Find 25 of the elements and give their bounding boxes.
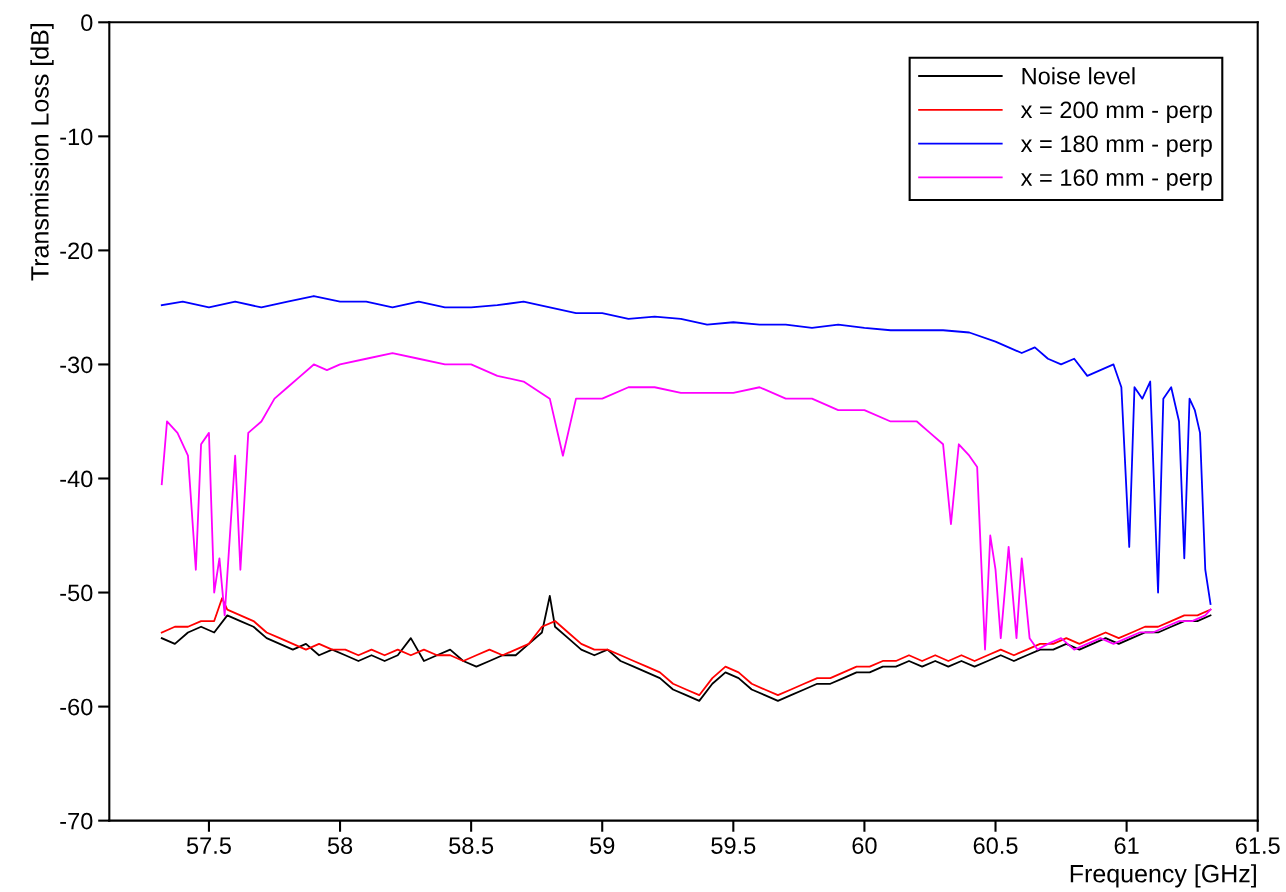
legend-label: x = 180 mm - perp	[1020, 135, 1212, 157]
x-tick-label: 60	[852, 837, 877, 854]
y-tick-label: 0	[81, 14, 93, 32]
y-tick-label: -20	[60, 242, 93, 260]
x-tick-label: 59.5	[711, 837, 756, 854]
legend-label: x = 200 mm - perp	[1020, 101, 1212, 123]
x-tick-label: 58.5	[449, 837, 494, 854]
y-tick-label: -30	[60, 356, 93, 374]
y-tick-label: -10	[60, 128, 93, 146]
y-tick-label: -70	[60, 812, 93, 830]
line-series	[160, 295, 1212, 605]
x-tick-label: 61	[1114, 837, 1139, 854]
x-tick-label: 60.5	[973, 837, 1018, 854]
x-axis-title: Frequency [GHz]	[1070, 864, 1256, 888]
y-tick-label: -60	[60, 698, 93, 716]
y-axis-title: Transmission Loss [dB]	[30, 24, 54, 281]
x-tick-label: 61.5	[1235, 837, 1280, 854]
x-tick-label: 57.5	[186, 837, 231, 854]
y-tick-label: -50	[60, 584, 93, 602]
legend-label: Noise level	[1022, 67, 1135, 85]
y-tick-label: -40	[60, 470, 93, 488]
x-tick-label: 59	[590, 837, 615, 854]
legend-label: x = 160 mm - perp	[1020, 169, 1212, 191]
x-tick-label: 58	[327, 837, 353, 854]
line-series	[160, 352, 1212, 651]
